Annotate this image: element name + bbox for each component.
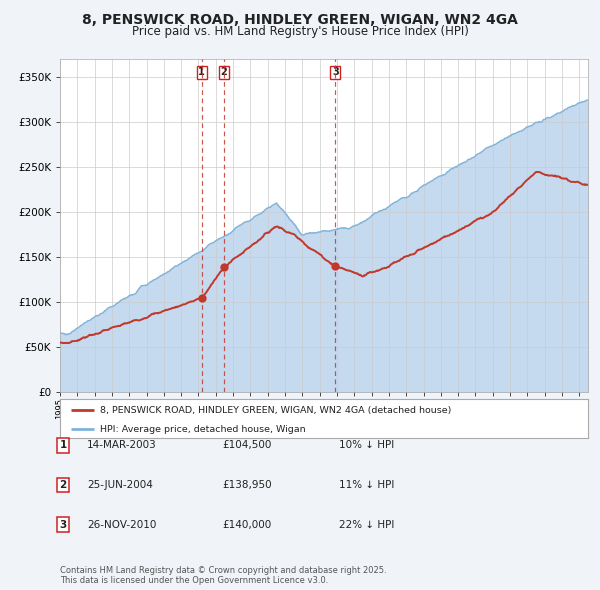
Text: 3: 3 <box>332 67 338 77</box>
Text: 2: 2 <box>221 67 227 77</box>
Text: 3: 3 <box>59 520 67 529</box>
Text: 14-MAR-2003: 14-MAR-2003 <box>87 441 157 450</box>
Text: £140,000: £140,000 <box>222 520 271 529</box>
Text: Contains HM Land Registry data © Crown copyright and database right 2025.
This d: Contains HM Land Registry data © Crown c… <box>60 566 386 585</box>
Text: 1: 1 <box>199 67 205 77</box>
Text: 8, PENSWICK ROAD, HINDLEY GREEN, WIGAN, WN2 4GA: 8, PENSWICK ROAD, HINDLEY GREEN, WIGAN, … <box>82 13 518 27</box>
Text: 25-JUN-2004: 25-JUN-2004 <box>87 480 153 490</box>
Text: 1: 1 <box>59 441 67 450</box>
Text: 26-NOV-2010: 26-NOV-2010 <box>87 520 157 529</box>
Text: £138,950: £138,950 <box>222 480 272 490</box>
Text: 11% ↓ HPI: 11% ↓ HPI <box>339 480 394 490</box>
Text: Price paid vs. HM Land Registry's House Price Index (HPI): Price paid vs. HM Land Registry's House … <box>131 25 469 38</box>
Text: £104,500: £104,500 <box>222 441 271 450</box>
Text: 22% ↓ HPI: 22% ↓ HPI <box>339 520 394 529</box>
Text: 10% ↓ HPI: 10% ↓ HPI <box>339 441 394 450</box>
Text: 2: 2 <box>59 480 67 490</box>
Text: 8, PENSWICK ROAD, HINDLEY GREEN, WIGAN, WN2 4GA (detached house): 8, PENSWICK ROAD, HINDLEY GREEN, WIGAN, … <box>100 406 451 415</box>
Text: HPI: Average price, detached house, Wigan: HPI: Average price, detached house, Wiga… <box>100 425 305 434</box>
